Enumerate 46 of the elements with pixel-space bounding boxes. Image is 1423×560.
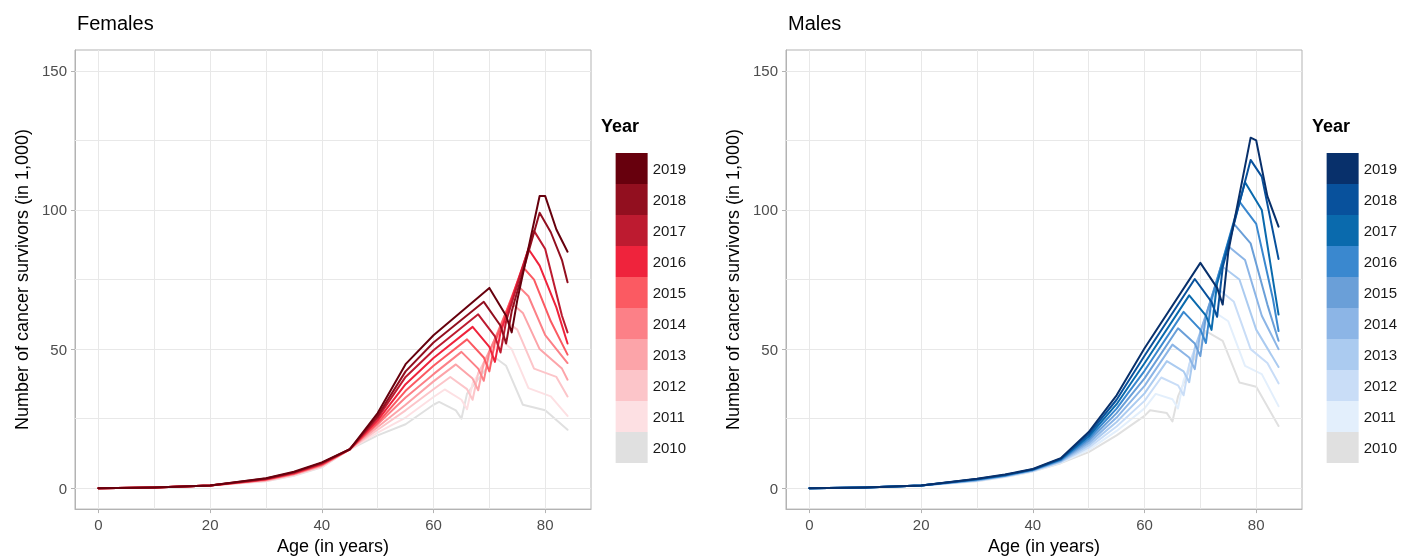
- legend-label: 2015: [652, 284, 687, 301]
- y-tick-label: 100: [752, 201, 778, 219]
- legend-label: 2012: [652, 377, 687, 394]
- x-tick-label: 60: [1136, 516, 1153, 534]
- y-tick-label: 100: [41, 201, 67, 219]
- y-tick-label: 0: [58, 479, 67, 497]
- legend-label: 2010: [1363, 439, 1398, 456]
- legend-title: Year: [600, 116, 640, 136]
- x-tick-label: 80: [536, 516, 554, 534]
- legend-label: 2017: [652, 222, 687, 239]
- y-axis-title: Number of cancer survivors (in 1,000): [12, 128, 33, 431]
- legend-label: 2016: [1363, 253, 1398, 270]
- legend-label: 2011: [1363, 408, 1396, 425]
- legend-label: 2014: [652, 315, 687, 332]
- legend-label: 2019: [652, 160, 687, 177]
- y-tick-label: 50: [50, 340, 67, 358]
- x-tick-label: 80: [1247, 516, 1265, 534]
- x-tick-label: 40: [1024, 516, 1042, 534]
- legend-label: 2013: [1363, 346, 1398, 363]
- x-tick-label: 0: [94, 516, 103, 534]
- legend-label: 2015: [1363, 284, 1398, 301]
- y-tick-label: 150: [752, 62, 778, 80]
- y-tick-label: 50: [761, 340, 778, 358]
- x-axis-title: Age (in years): [276, 536, 390, 556]
- x-tick-label: 20: [912, 516, 930, 534]
- legend-label: 2011: [652, 408, 685, 425]
- chart-title: Males: [788, 12, 842, 34]
- x-axis-title: Age (in years): [987, 536, 1101, 556]
- legend-label: 2012: [1363, 377, 1398, 394]
- legend-title: Year: [1311, 116, 1351, 136]
- legend-label: 2010: [652, 439, 687, 456]
- legend-label: 2013: [652, 346, 687, 363]
- x-tick-label: 20: [201, 516, 219, 534]
- x-tick-label: 0: [805, 516, 814, 534]
- legend-label: 2019: [1363, 160, 1398, 177]
- legend-label: 2017: [1363, 222, 1398, 239]
- y-tick-label: 0: [769, 479, 778, 497]
- legend-label: 2016: [652, 253, 687, 270]
- legend-label: 2018: [1363, 191, 1398, 208]
- y-tick-label: 150: [41, 62, 67, 80]
- legend-label: 2018: [652, 191, 687, 208]
- chart-title: Females: [77, 12, 154, 34]
- y-axis-title: Number of cancer survivors (in 1,000): [723, 128, 744, 431]
- x-tick-label: 40: [313, 516, 331, 534]
- x-tick-label: 60: [425, 516, 442, 534]
- legend-label: 2014: [1363, 315, 1398, 332]
